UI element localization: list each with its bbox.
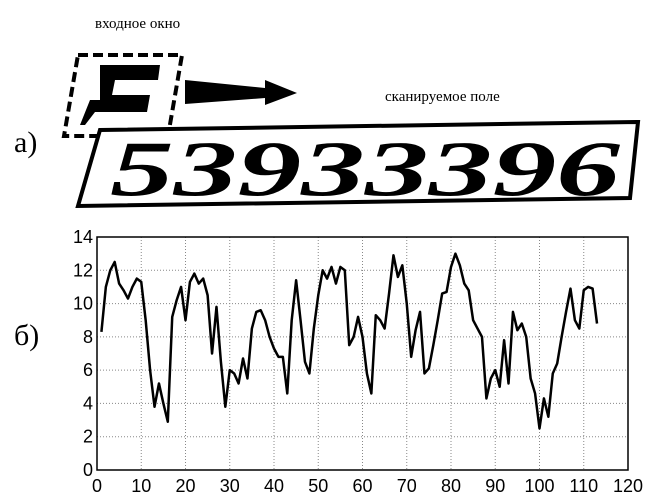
part-b-label: б)	[14, 319, 39, 352]
x-tick-label: 60	[352, 476, 372, 496]
scan-field-label: сканируемое поле	[385, 89, 500, 105]
y-tick-label: 2	[83, 427, 93, 447]
x-tick-label: 10	[131, 476, 151, 496]
y-tick-label: 8	[83, 327, 93, 347]
plate-text: 53933396	[110, 125, 620, 212]
x-tick-label: 50	[308, 476, 328, 496]
x-tick-label: 110	[569, 476, 598, 496]
x-tick-label: 20	[175, 476, 195, 496]
y-tick-label: 6	[83, 360, 93, 380]
x-tick-label: 100	[524, 476, 554, 496]
x-tick-label: 40	[264, 476, 284, 496]
y-tick-label: 12	[73, 260, 93, 280]
part-a-label: а)	[14, 126, 37, 159]
input-window-label: входное окно	[95, 16, 180, 32]
arrow	[185, 80, 297, 105]
x-tick-label: 80	[441, 476, 461, 496]
x-tick-label: 30	[220, 476, 240, 496]
y-tick-label: 14	[73, 227, 93, 247]
x-tick-label: 90	[485, 476, 505, 496]
figure: входное окно сканируемое поле а) 5393339…	[0, 0, 662, 498]
x-tick-label: 70	[397, 476, 417, 496]
x-tick-label: 120	[613, 476, 643, 496]
y-tick-label: 10	[73, 294, 93, 314]
y-tick-label: 4	[83, 393, 93, 413]
x-tick-label: 0	[92, 476, 102, 496]
